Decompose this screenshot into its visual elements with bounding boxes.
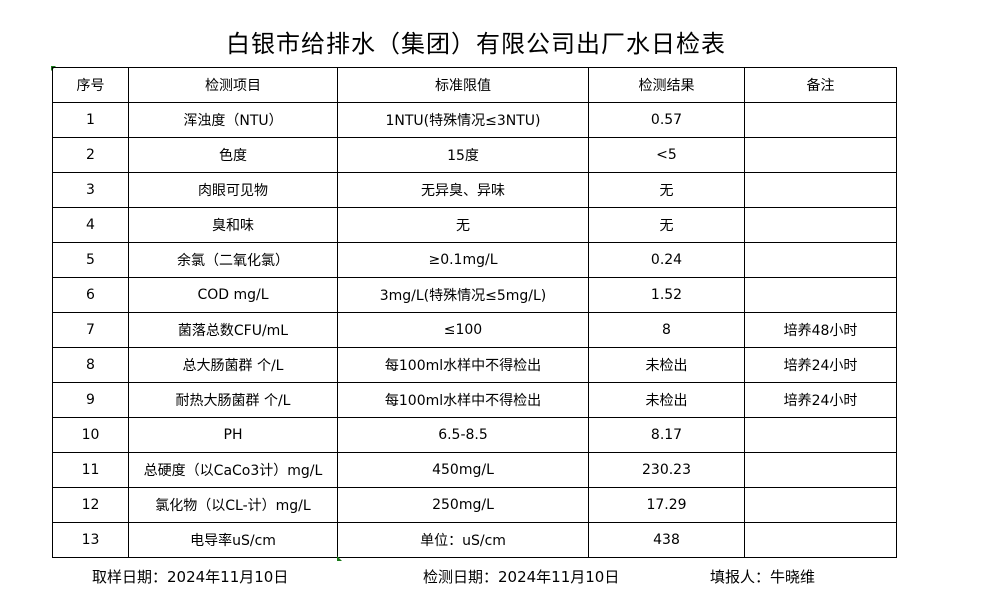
standard-limit: 15度 [337, 137, 589, 173]
test-date: 检测日期：2024年11月10日 [423, 568, 620, 586]
row-number: 9 [52, 382, 129, 418]
test-result: 未检出 [588, 382, 745, 418]
test-item: 电导率uS/cm [128, 522, 338, 558]
row-number: 2 [52, 137, 129, 173]
test-item: COD mg/L [128, 277, 338, 313]
test-result: 230.23 [588, 452, 745, 488]
header-cell: 检测项目 [128, 67, 338, 103]
table-row: 4 臭和味无无 [52, 207, 897, 243]
remark: 培养24小时 [744, 347, 897, 383]
test-result: <5 [588, 137, 745, 173]
header-cell: 序号 [52, 67, 129, 103]
test-item: 总硬度（以CaCo3计）mg/L [128, 452, 338, 488]
remark [744, 417, 897, 453]
test-item: 氯化物（以CL-计）mg/L [128, 487, 338, 523]
reporter: 填报人：牛晓维 [710, 568, 816, 586]
row-number: 1 [52, 102, 129, 138]
standard-limit: ≤100 [337, 312, 589, 348]
test-result: 1.52 [588, 277, 745, 313]
standard-limit: 6.5-8.5 [337, 417, 589, 453]
standard-limit: 3mg/L(特殊情况≤5mg/L) [337, 277, 589, 313]
header-cell: 标准限值 [337, 67, 589, 103]
row-number: 11 [52, 452, 129, 488]
remark: 培养48小时 [744, 312, 897, 348]
table-row: 1 浑浊度（NTU） 1NTU(特殊情况≤3NTU) 0.57 [52, 102, 897, 138]
test-result: 无 [588, 207, 745, 243]
test-result: 未检出 [588, 347, 745, 383]
page-title: 白银市给排水（集团）有限公司出厂水日检表 [226, 30, 726, 58]
header-row: 序号 检测项目 标准限值 检测结果 备注 [52, 67, 897, 103]
test-item: 臭和味 [128, 207, 338, 243]
cell-marker [337, 556, 342, 561]
remark [744, 137, 897, 173]
remark [744, 487, 897, 523]
test-result: 438 [588, 522, 745, 558]
standard-limit: 单位：uS/cm [337, 522, 589, 558]
row-number: 13 [52, 522, 129, 558]
remark: 培养24小时 [744, 382, 897, 418]
remark [744, 522, 897, 558]
standard-limit: 无异臭、异味 [337, 172, 589, 208]
row-number: 10 [52, 417, 129, 453]
test-item: 肉眼可见物 [128, 172, 338, 208]
header-cell: 检测结果 [588, 67, 745, 103]
test-result: 17.29 [588, 487, 745, 523]
table-row: 7 菌落总数CFU/mL ≤100 8 培养48小时 [52, 312, 897, 348]
table-row: 12 氯化物（以CL-计）mg/L 250mg/L 17.29 [52, 487, 897, 523]
remark [744, 207, 897, 243]
header-cell: 备注 [744, 67, 897, 103]
standard-limit: 每100ml水样中不得检出 [337, 382, 589, 418]
remark [744, 172, 897, 208]
test-item: 色度 [128, 137, 338, 173]
remark [744, 242, 897, 278]
test-result: 无 [588, 172, 745, 208]
test-item: 浑浊度（NTU） [128, 102, 338, 138]
test-item: 余氯（二氧化氯） [128, 242, 338, 278]
remark [744, 277, 897, 313]
standard-limit: 1NTU(特殊情况≤3NTU) [337, 102, 589, 138]
table-row: 2 色度 15度 <5 [52, 137, 897, 173]
row-number: 4 [52, 207, 129, 243]
table-row: 8 总大肠菌群 个/L 每100ml水样中不得检出 未检出 培养24小时 [52, 347, 897, 383]
row-number: 7 [52, 312, 129, 348]
table-row: 6 COD mg/L 3mg/L(特殊情况≤5mg/L) 1.52 [52, 277, 897, 313]
table-row: 10 PH 6.5-8.5 8.17 [52, 417, 897, 453]
test-result: 8 [588, 312, 745, 348]
standard-limit: 250mg/L [337, 487, 589, 523]
row-number: 6 [52, 277, 129, 313]
table-row: 5 余氯（二氧化氯） ≥0.1mg/L 0.24 [52, 242, 897, 278]
standard-limit: 无 [337, 207, 589, 243]
table-row: 11 总硬度（以CaCo3计）mg/L 450mg/L 230.23 [52, 452, 897, 488]
test-item: 耐热大肠菌群 个/L [128, 382, 338, 418]
test-result: 0.57 [588, 102, 745, 138]
test-result: 0.24 [588, 242, 745, 278]
test-item: PH [128, 417, 338, 453]
table-row: 3 肉眼可见物 无异臭、异味无 [52, 172, 897, 208]
remark [744, 102, 897, 138]
row-number: 8 [52, 347, 129, 383]
table-row: 13 电导率uS/cm 单位：uS/cm 438 [52, 522, 897, 558]
row-number: 12 [52, 487, 129, 523]
sample-date: 取样日期：2024年11月10日 [92, 568, 289, 586]
test-item: 总大肠菌群 个/L [128, 347, 338, 383]
standard-limit: ≥0.1mg/L [337, 242, 589, 278]
remark [744, 452, 897, 488]
row-number: 3 [52, 172, 129, 208]
inspection-table: 序号 检测项目 标准限值 检测结果 备注 1 浑浊度（NTU） 1NTU(特殊情况≤… [52, 67, 897, 558]
test-item: 菌落总数CFU/mL [128, 312, 338, 348]
test-result: 8.17 [588, 417, 745, 453]
table-row: 9 耐热大肠菌群 个/L 每100ml水样中不得检出 未检出 培养24小时 [52, 382, 897, 418]
standard-limit: 每100ml水样中不得检出 [337, 347, 589, 383]
row-number: 5 [52, 242, 129, 278]
standard-limit: 450mg/L [337, 452, 589, 488]
